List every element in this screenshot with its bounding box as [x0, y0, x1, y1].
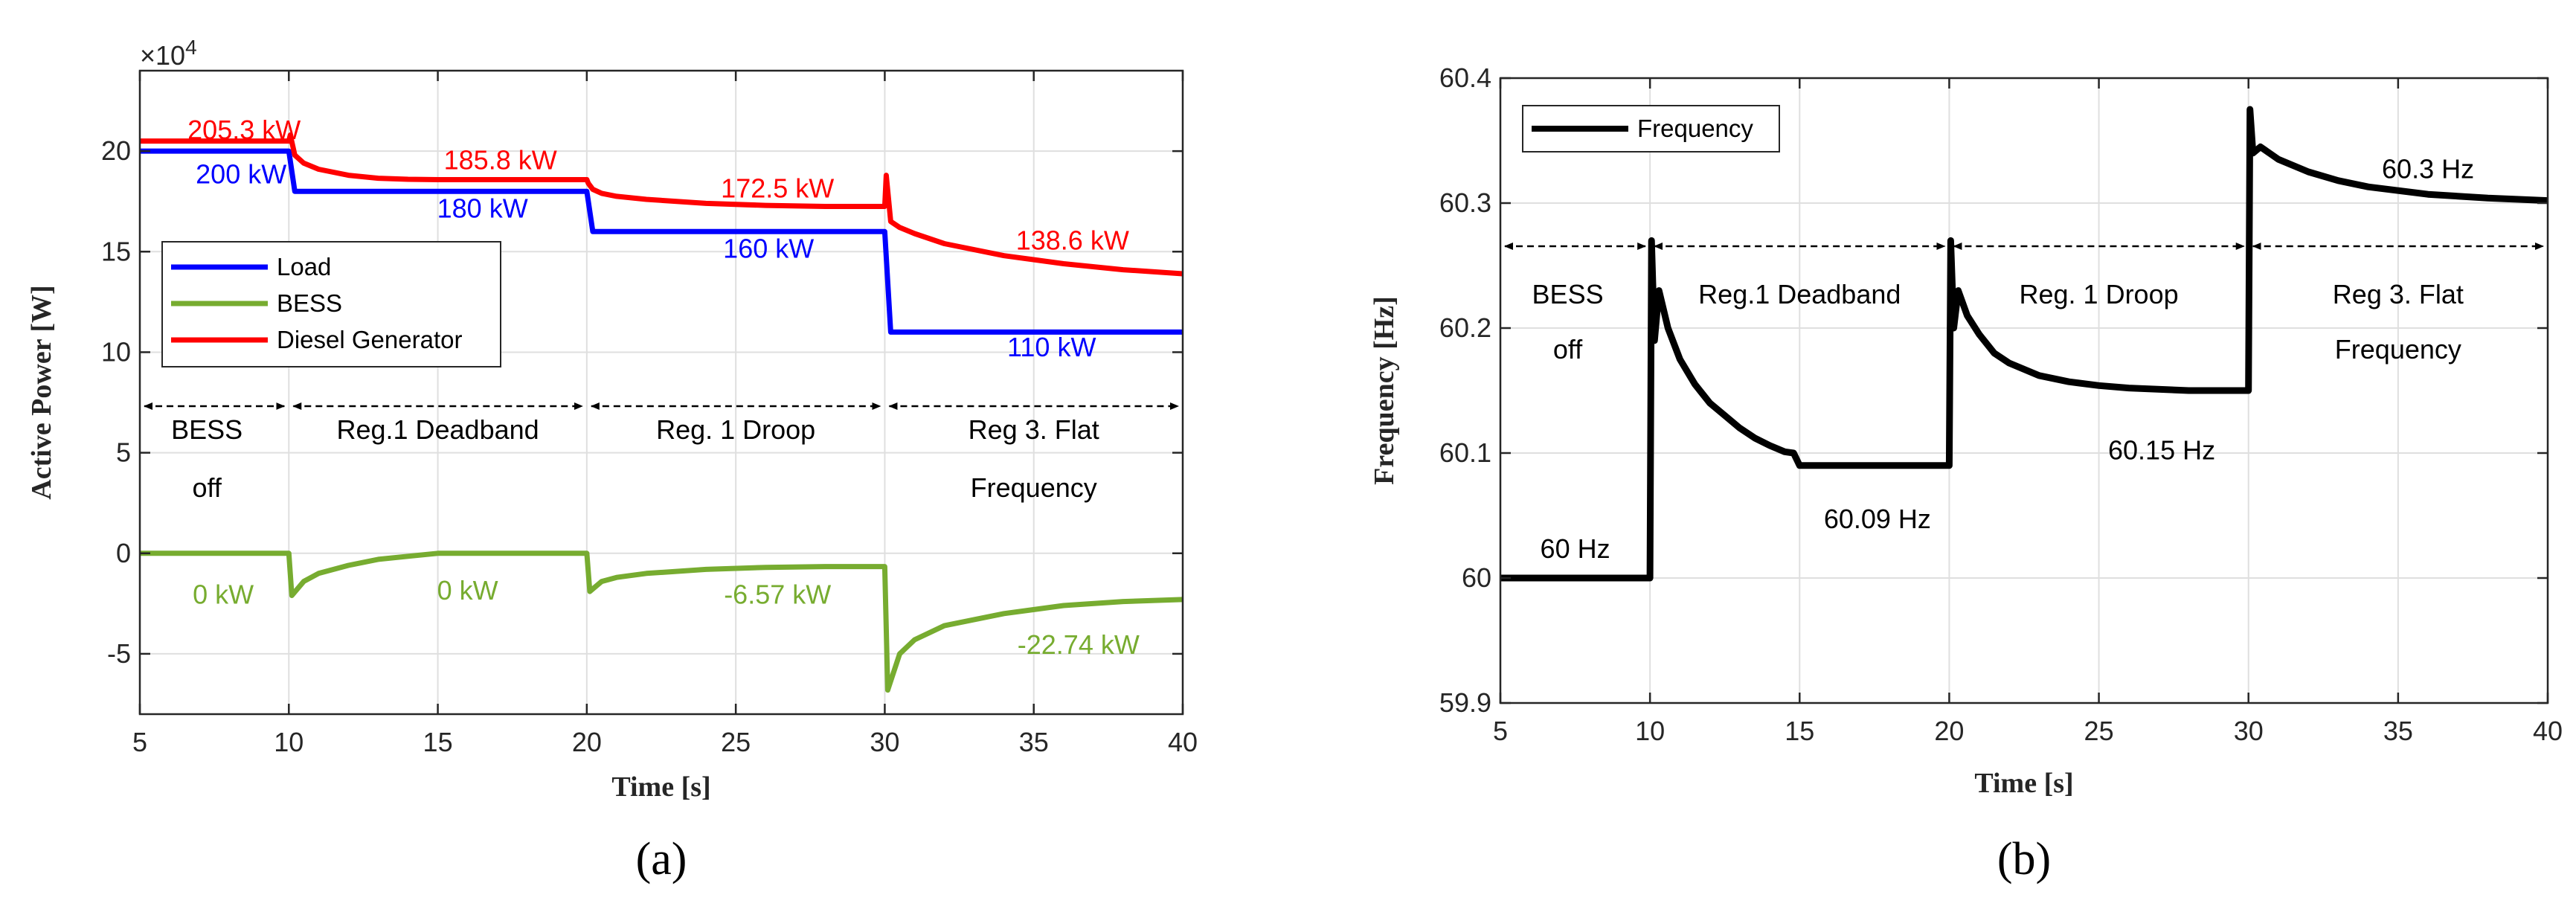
x-axis-label: Time [s]	[1974, 768, 2073, 799]
value-annotation: 60 Hz	[1541, 533, 1610, 564]
axes-box	[138, 69, 1184, 716]
x-tick-label: 30	[2234, 716, 2264, 746]
value-annotation: 60.09 Hz	[1824, 504, 1931, 534]
value-annotation: 160 kW	[723, 233, 814, 263]
region-label: Frequency	[971, 472, 1097, 503]
y-tick-label: -5	[107, 638, 131, 669]
y-tick-label: 60.2	[1439, 312, 1491, 343]
value-annotation: 0 kW	[193, 579, 254, 609]
legend-label: Diesel Generator	[277, 326, 462, 353]
region-label: Reg 3. Flat	[969, 414, 1099, 445]
x-tick-label: 40	[1168, 727, 1198, 757]
region-label: BESS	[1532, 279, 1604, 309]
value-annotation: -22.74 kW	[1018, 629, 1140, 660]
y-tick-label: 60.1	[1439, 437, 1491, 468]
y-tick-label: 60.4	[1439, 62, 1491, 93]
multiplier-exponent: 4	[185, 36, 197, 59]
value-annotation: 0 kW	[437, 575, 498, 606]
region-label: Reg. 1 Droop	[656, 414, 815, 445]
value-annotation: 60.3 Hz	[2382, 153, 2474, 184]
y-tick-label: 10	[101, 336, 131, 367]
value-annotation: -6.57 kW	[724, 579, 831, 609]
y-tick-label: 5	[116, 437, 131, 468]
y-tick-label: 15	[101, 236, 131, 266]
y-axis-multiplier: ×104	[140, 36, 197, 71]
chart-panel-b: 5 10 15 20 25 30 35 40 59.9 60 60.1 60.2 60.3 60.4 Tim…	[1369, 62, 2563, 884]
value-annotation: 110 kW	[1007, 332, 1096, 362]
value-annotation: 185.8 kW	[444, 144, 557, 175]
x-tick-label: 35	[2383, 716, 2413, 746]
y-tick-label: 60.3	[1439, 187, 1491, 218]
x-tick-label: 10	[274, 727, 303, 757]
legend-label: Load	[277, 253, 331, 280]
multiplier-base: ×10	[140, 40, 185, 71]
region-label: Reg 3. Flat	[2333, 279, 2464, 309]
legend: Frequency	[1522, 105, 1780, 152]
x-axis-label: Time [s]	[611, 771, 710, 803]
region-label: Frequency	[2335, 334, 2461, 365]
x-tick-label: 35	[1019, 727, 1049, 757]
y-axis-label: Active Power [W]	[26, 285, 57, 499]
series-line-bess	[140, 550, 1183, 693]
x-tick-label: 25	[2084, 716, 2114, 746]
legend-label: Frequency	[1637, 115, 1753, 142]
panel-label: (b)	[1997, 834, 2051, 884]
series-line-load	[140, 148, 1183, 335]
x-tick-label: 15	[423, 727, 453, 757]
y-tick-label: 20	[101, 135, 131, 166]
region-label: Reg.1 Deadband	[336, 414, 539, 445]
legend: Load BESS Diesel Generator	[161, 241, 501, 367]
y-tick-label: 0	[116, 538, 131, 568]
x-tick-label: 5	[1493, 716, 1508, 746]
x-tick-label: 30	[870, 727, 899, 757]
y-tick-label: 59.9	[1439, 687, 1491, 718]
x-tick-label: 40	[2533, 716, 2563, 746]
value-annotation: 138.6 kW	[1016, 225, 1129, 256]
legend-label: BESS	[277, 289, 342, 317]
axes-box	[1499, 77, 2549, 704]
region-label: Reg. 1 Droop	[2020, 279, 2179, 309]
value-annotation: 180 kW	[437, 193, 528, 223]
y-tick-label: 60	[1462, 562, 1491, 593]
x-tick-label: 20	[572, 727, 602, 757]
value-annotation: 60.15 Hz	[2108, 434, 2215, 465]
x-tick-label: 20	[1934, 716, 1964, 746]
series-line-frequency	[1500, 106, 2548, 582]
x-tick-label: 15	[1785, 716, 1814, 746]
x-tick-label: 5	[132, 727, 147, 757]
value-annotation: 205.3 kW	[187, 115, 301, 145]
x-tick-label: 10	[1635, 716, 1665, 746]
value-annotation: 200 kW	[196, 158, 286, 189]
value-annotation: 172.5 kW	[721, 173, 834, 203]
series-line-diesel-generator	[140, 132, 1183, 277]
y-axis-label: Frequency [Hz]	[1369, 296, 1400, 485]
chart-panel-a: 5 10 15 20 25 30 35 40 -5 0 5 10 15 20 ×104 Time [s] Act…	[26, 36, 1198, 884]
panel-label: (a)	[636, 834, 687, 884]
region-label: Reg.1 Deadband	[1698, 279, 1901, 309]
x-tick-label: 25	[721, 727, 751, 757]
region-label: off	[192, 472, 222, 503]
region-label: off	[1553, 334, 1583, 365]
region-label: BESS	[171, 414, 242, 445]
